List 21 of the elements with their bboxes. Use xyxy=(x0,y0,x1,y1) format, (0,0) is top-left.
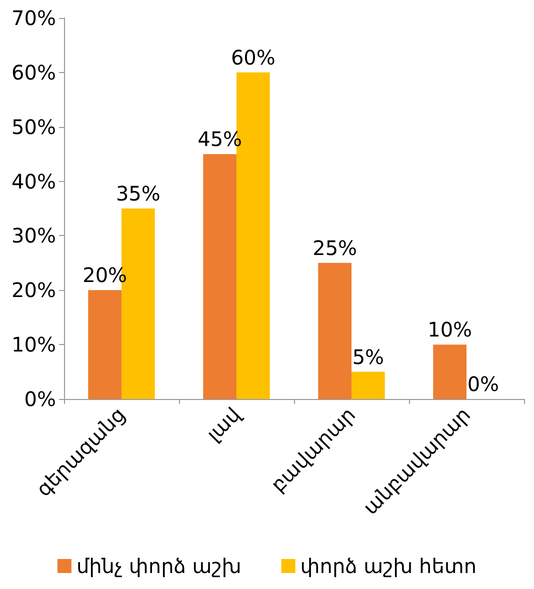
bar xyxy=(433,344,466,399)
y-tick-label: 70% xyxy=(12,6,56,30)
y-tick-label: 60% xyxy=(12,60,56,84)
y-tick-label: 20% xyxy=(12,278,56,302)
data-label: 5% xyxy=(352,344,384,369)
y-tick-label: 0% xyxy=(24,387,56,411)
data-label: 10% xyxy=(428,318,472,342)
legend-label: փորձ աշխ հետո xyxy=(300,554,477,578)
bar xyxy=(318,262,352,399)
data-label: 60% xyxy=(230,45,276,70)
data-label: 25% xyxy=(312,236,358,260)
bar xyxy=(203,154,236,399)
y-tick-label: 50% xyxy=(12,114,56,139)
bar xyxy=(352,372,385,399)
data-label: 35% xyxy=(116,182,160,206)
y-tick-label: 10% xyxy=(12,332,56,357)
y-tick-label: 40% xyxy=(12,169,56,194)
legend-label: մինչ փորձ աշխ xyxy=(76,554,242,578)
y-tick-label: 30% xyxy=(12,224,56,248)
data-label: 0% xyxy=(467,372,500,396)
bar xyxy=(88,290,122,399)
